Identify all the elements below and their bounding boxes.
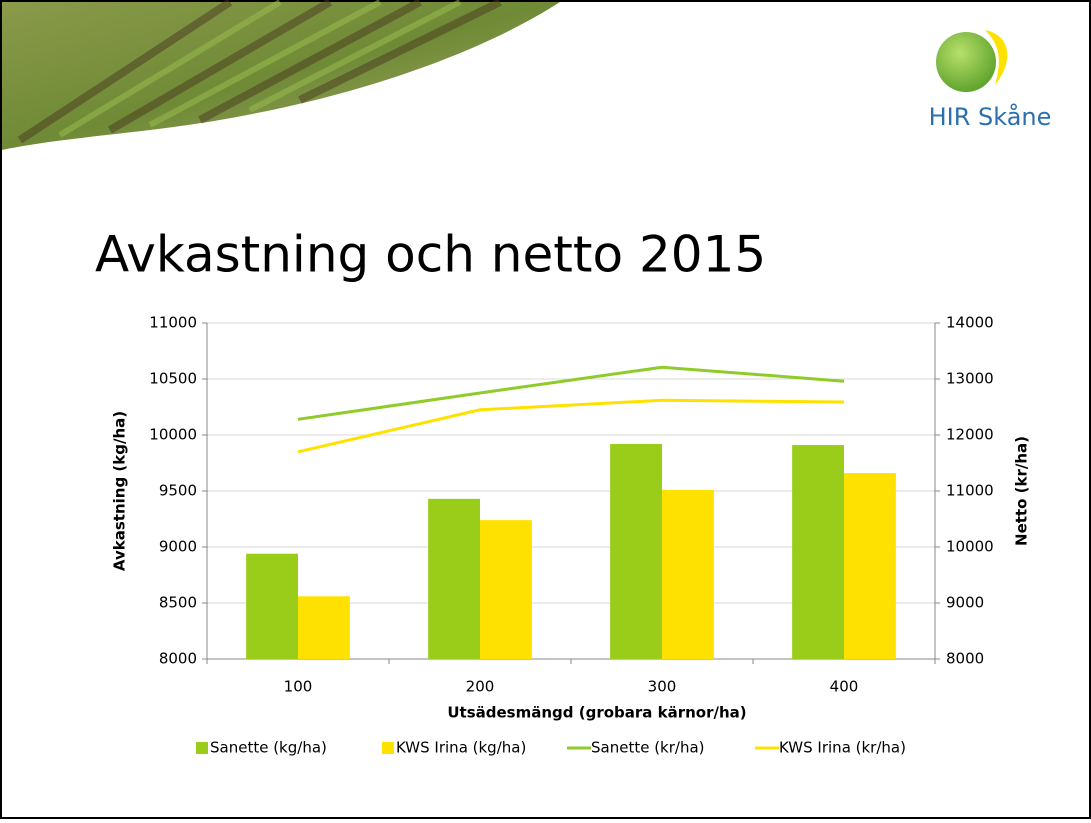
y-tick-label: 10500 xyxy=(149,370,197,388)
bar xyxy=(610,444,662,659)
y-tick-label: 11000 xyxy=(149,314,197,332)
bar xyxy=(792,445,844,659)
y2-tick-label: 11000 xyxy=(946,482,994,500)
y-tick-label: 8500 xyxy=(159,594,197,612)
y-axis-label: Avkastning (kg/ha) xyxy=(111,411,129,571)
legend-label: KWS Irina (kr/ha) xyxy=(779,739,906,757)
bar xyxy=(246,554,298,659)
legend-label: Sanette (kr/ha) xyxy=(591,739,705,757)
slide-title: Avkastning och netto 2015 xyxy=(95,226,766,284)
legend-label: KWS Irina (kg/ha) xyxy=(396,739,526,757)
logo-text: HIR Skåne xyxy=(929,102,1052,131)
bar xyxy=(662,490,714,659)
y2-tick-label: 13000 xyxy=(946,370,994,388)
y-tick-label: 8000 xyxy=(159,650,197,668)
y2-tick-label: 14000 xyxy=(946,314,994,332)
y2-tick-label: 8000 xyxy=(946,650,984,668)
y2-tick-label: 12000 xyxy=(946,426,994,444)
x-tick-label: 300 xyxy=(648,678,677,696)
slide: HIR Skåne Avkastning och netto 2015 Utsä… xyxy=(0,0,1091,819)
legend-label: Sanette (kg/ha) xyxy=(210,739,327,757)
x-tick-label: 200 xyxy=(466,678,495,696)
line xyxy=(298,367,844,419)
y2-tick-label: 10000 xyxy=(946,538,994,556)
x-tick-label: 400 xyxy=(830,678,859,696)
legend-swatch xyxy=(196,742,208,754)
logo: HIR Skåne xyxy=(929,30,1052,131)
legend-swatch xyxy=(382,742,394,754)
bar xyxy=(844,473,896,659)
bar xyxy=(428,499,480,659)
x-tick-label: 100 xyxy=(284,678,313,696)
y-tick-label: 9500 xyxy=(159,482,197,500)
y2-tick-label: 9000 xyxy=(946,594,984,612)
y2-axis-label: Netto (kr/ha) xyxy=(1013,436,1031,546)
y-tick-label: 9000 xyxy=(159,538,197,556)
x-axis-label: Utsädesmängd (grobara kärnor/ha) xyxy=(447,704,746,722)
bar xyxy=(480,520,532,659)
bar xyxy=(298,596,350,659)
y-tick-label: 10000 xyxy=(149,426,197,444)
header-photo xyxy=(2,2,560,150)
